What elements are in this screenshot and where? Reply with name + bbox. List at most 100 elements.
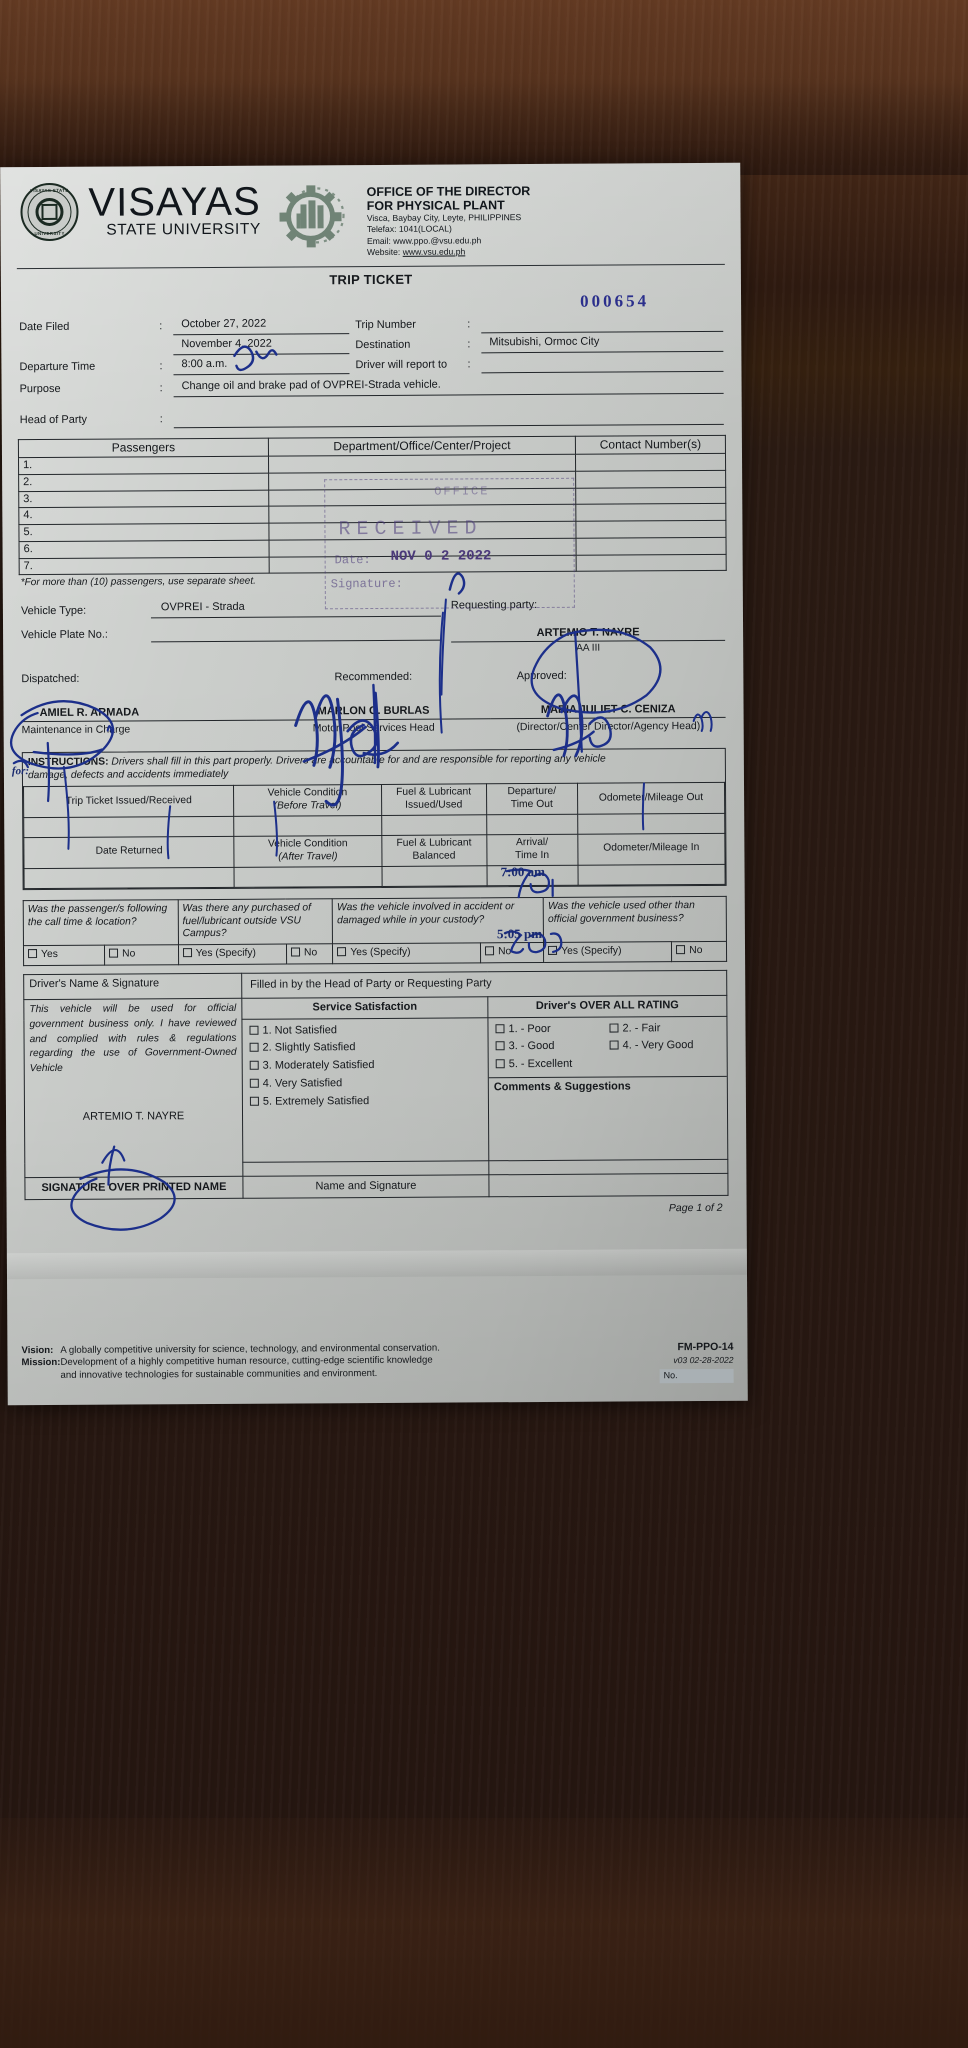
rating-poor-label: 1. - Poor (508, 1022, 551, 1035)
passengers-section: Passengers Department/Office/Center/Proj… (16, 435, 729, 590)
entry-vehicle-condition-after[interactable] (234, 866, 382, 888)
departure-time-value[interactable]: 8:00 a.m. (173, 355, 350, 376)
q3-yes-label: Yes (Specify) (350, 947, 411, 959)
satisfaction-option-5-label: 5. Extremely Satisfied (262, 1094, 370, 1108)
checkbox-icon[interactable] (28, 949, 38, 959)
satisfaction-option-1[interactable]: 1. Not Satisfied (247, 1021, 482, 1040)
q4-opt-yes[interactable]: Yes (Specify) (543, 942, 672, 963)
satisfaction-option-2[interactable]: 2. Slightly Satisfied (247, 1039, 482, 1058)
rating-option-poor[interactable]: 1. - Poor (493, 1020, 607, 1038)
rating-fair-label: 2. - Fair (622, 1021, 661, 1035)
paper-fold-crease (6, 1248, 748, 1280)
checkbox-icon[interactable] (290, 947, 301, 957)
question-4-text: Was the vehicle used other than official… (543, 896, 727, 943)
q3-opt-no[interactable]: No (480, 942, 544, 964)
passenger-dept[interactable] (268, 471, 576, 490)
checkbox-icon[interactable] (249, 1078, 259, 1088)
checkbox-icon[interactable] (249, 1025, 259, 1035)
comments-area[interactable] (489, 1097, 727, 1160)
q4-opt-no[interactable]: No (671, 941, 727, 962)
satisfaction-option-5[interactable]: 5. Extremely Satisfied (248, 1092, 483, 1111)
checkbox-icon[interactable] (495, 1059, 505, 1069)
rating-option-excellent[interactable]: 5. - Excellent (494, 1056, 608, 1074)
form-no-field[interactable]: No. (659, 1368, 734, 1384)
passenger-number[interactable]: 1. (18, 456, 269, 475)
satisfaction-blank-cell[interactable] (242, 1160, 489, 1176)
requesting-party-label: Requesting party: (450, 598, 538, 612)
dispatched-name: AMIEL R. ARMADA (21, 705, 257, 723)
destination-value[interactable]: Mitsubishi, Ormoc City (481, 333, 724, 354)
date-filed-value-2[interactable]: November 4, 2022 (173, 335, 350, 356)
office-block: OFFICE OF THE DIRECTOR FOR PHYSICAL PLAN… (361, 179, 723, 259)
passenger-dept[interactable] (268, 487, 576, 507)
checkbox-icon[interactable] (609, 1023, 619, 1033)
form-version: v03 02-28-2022 (673, 1354, 734, 1365)
entry-odometer-out[interactable] (577, 813, 725, 835)
vehicle-type-value[interactable]: OVPREI - Strada (150, 599, 441, 619)
rating-option-good[interactable]: 3. - Good (494, 1038, 608, 1056)
checkbox-icon[interactable] (249, 1096, 259, 1106)
trip-number-value[interactable] (481, 313, 724, 334)
field-section: Date Filed : October 27, 2022 November 4… (15, 313, 728, 429)
passenger-contact[interactable] (576, 554, 727, 572)
purpose-value[interactable]: Change oil and brake pad of OVPREI-Strad… (173, 375, 724, 398)
entry-fuel-issued[interactable] (381, 814, 487, 836)
q2-opt-no[interactable]: No (286, 944, 333, 965)
passenger-number[interactable]: 4. (18, 506, 269, 525)
passenger-contact[interactable] (575, 453, 726, 472)
driver-report-value[interactable] (481, 353, 724, 374)
passenger-number[interactable]: 5. (18, 523, 270, 542)
entry-vehicle-condition-before[interactable] (233, 815, 382, 837)
vehicle-plate-value[interactable] (151, 625, 442, 643)
signature-dispatched: Dispatched: AMIEL R. ARMADA Maintenance … (21, 672, 257, 738)
passenger-contact[interactable] (576, 537, 727, 555)
checkbox-icon[interactable] (182, 948, 192, 958)
checkbox-icon[interactable] (609, 1040, 619, 1051)
passenger-number[interactable]: 7. (19, 556, 270, 576)
purpose-label: Purpose (19, 383, 61, 396)
date-filed-value[interactable]: October 27, 2022 (173, 315, 350, 336)
passenger-contact[interactable] (575, 470, 726, 488)
passenger-number[interactable]: 6. (19, 540, 270, 559)
recommended-role: Motor Pool Services Head (312, 722, 435, 735)
fuel-bal-line1: Fuel & Lubricant (396, 837, 472, 849)
entry-time-out[interactable] (486, 814, 578, 835)
entry-trip-ticket-issued[interactable] (23, 816, 235, 838)
rating-blank-cell[interactable] (488, 1159, 728, 1175)
passenger-number[interactable]: 2. (18, 473, 269, 492)
q1-opt-no[interactable]: No (104, 945, 179, 966)
passenger-contact[interactable] (575, 487, 726, 505)
passenger-contact[interactable] (575, 503, 726, 522)
checkbox-icon[interactable] (548, 946, 558, 956)
entry-odometer-in[interactable] (577, 864, 726, 886)
entry-fuel-balanced[interactable] (381, 865, 487, 887)
signature-footer-row: SIGNATURE OVER PRINTED NAME Name and Sig… (24, 1173, 729, 1201)
passenger-number[interactable]: 3. (18, 489, 269, 509)
rating-option-very-good[interactable]: 4. - Very Good (608, 1037, 722, 1055)
rating-option-fair[interactable]: 2. - Fair (607, 1020, 721, 1038)
checkbox-icon[interactable] (249, 1060, 259, 1070)
q2-opt-yes[interactable]: Yes (Specify) (178, 944, 287, 965)
checkbox-icon[interactable] (337, 947, 347, 957)
office-website-link[interactable]: www.vsu.edu.ph (402, 246, 466, 258)
instructions-header-row-1: Trip Ticket Issued/Received Vehicle Cond… (23, 782, 725, 818)
q3-opt-yes[interactable]: Yes (Specify) (332, 943, 481, 964)
satisfaction-option-4[interactable]: 4. Very Satisfied (248, 1074, 483, 1093)
entry-time-in[interactable] (486, 865, 578, 886)
checkbox-icon[interactable] (495, 1023, 505, 1033)
q1-opt-yes[interactable]: Yes (23, 945, 105, 966)
passenger-dept[interactable] (268, 454, 576, 474)
satisfaction-option-3[interactable]: 3. Moderately Satisfied (248, 1057, 483, 1076)
checkbox-icon[interactable] (249, 1043, 259, 1053)
page-title: TRIP TICKET (329, 271, 413, 287)
rating-spacer (608, 1055, 722, 1073)
entry-date-returned[interactable] (24, 867, 235, 889)
satisfaction-options-cell: 1. Not Satisfied 2. Slightly Satisfied 3… (241, 1017, 489, 1162)
checkbox-icon[interactable] (495, 1041, 505, 1051)
checkbox-icon[interactable] (676, 945, 686, 955)
checkbox-icon[interactable] (109, 948, 119, 958)
physical-plant-gear-logo-icon (277, 183, 351, 249)
head-of-party-value[interactable] (173, 406, 724, 429)
checkbox-icon[interactable] (485, 946, 495, 956)
passenger-contact[interactable] (575, 520, 726, 539)
